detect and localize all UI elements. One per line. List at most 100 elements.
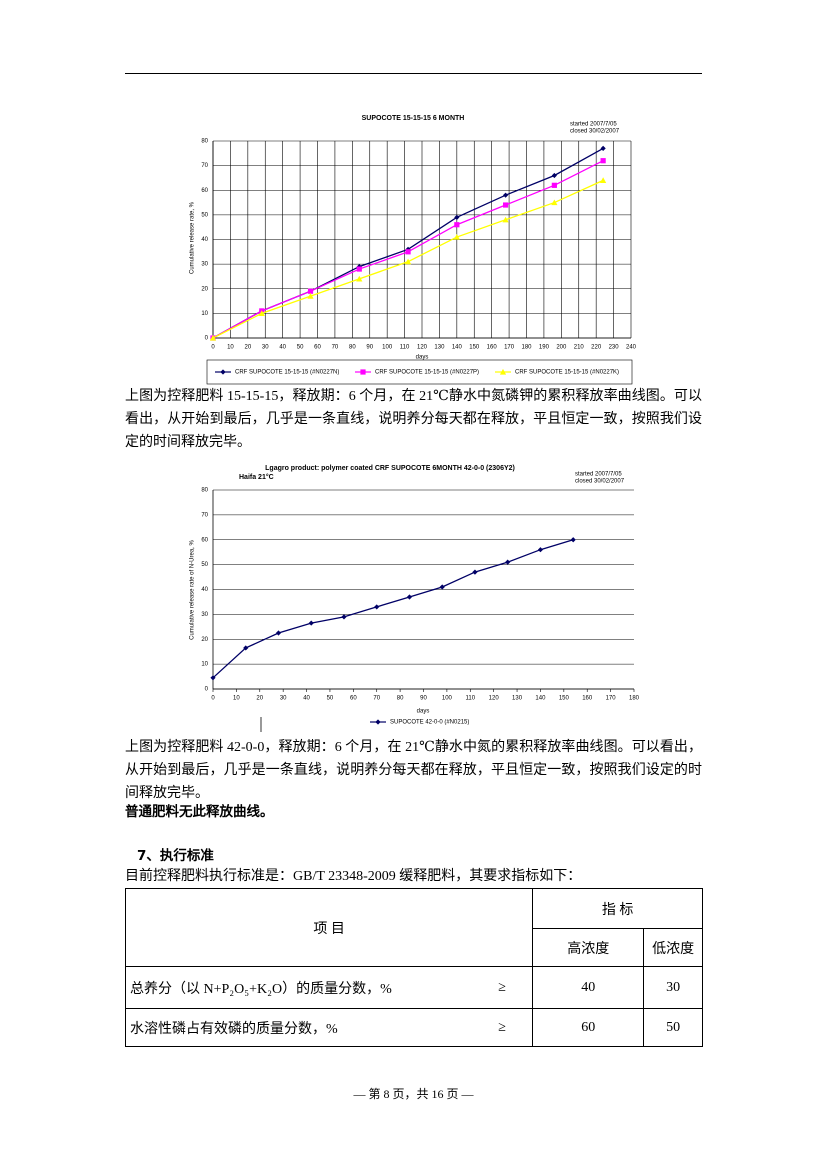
y-tick-label: 80 bbox=[201, 488, 208, 494]
data-point bbox=[551, 199, 558, 206]
x-tick-label: 100 bbox=[442, 696, 453, 702]
data-point bbox=[356, 266, 362, 272]
x-tick-label: 100 bbox=[382, 345, 393, 351]
data-point bbox=[600, 145, 606, 151]
x-tick-label: 30 bbox=[262, 345, 269, 351]
data-point bbox=[551, 182, 557, 188]
data-point bbox=[406, 594, 413, 600]
x-tick-label: 0 bbox=[211, 696, 215, 702]
x-tick-label: 40 bbox=[303, 696, 310, 702]
annotation: closed 30/02/2007 bbox=[570, 129, 620, 135]
y-axis-label: Cumulative release rate, % bbox=[190, 201, 196, 274]
y-tick-label: 20 bbox=[201, 286, 208, 292]
x-tick-label: 160 bbox=[582, 696, 593, 702]
header-cell: 指 标 bbox=[532, 888, 703, 929]
y-tick-label: 0 bbox=[205, 687, 209, 693]
data-point bbox=[454, 222, 460, 228]
y-tick-label: 50 bbox=[201, 562, 208, 568]
cell: ≥ bbox=[494, 1008, 534, 1047]
x-tick-label: 20 bbox=[256, 696, 263, 702]
annotation: started 2007/7/05 bbox=[575, 472, 622, 478]
x-tick-label: 110 bbox=[400, 345, 410, 351]
data-point bbox=[258, 310, 265, 316]
series-line bbox=[212, 539, 574, 679]
x-tick-label: 50 bbox=[327, 696, 334, 702]
data-point bbox=[275, 630, 282, 636]
legend-marker bbox=[375, 719, 381, 725]
x-tick-label: 80 bbox=[349, 345, 356, 351]
x-tick-label: 170 bbox=[606, 696, 617, 702]
x-tick-label: 180 bbox=[629, 696, 640, 702]
cell: 总养分（以 N+P₂O₅+K₂O）的质量分数，% bbox=[125, 966, 495, 1009]
x-tick-label: 150 bbox=[469, 345, 480, 351]
x-tick-label: 150 bbox=[559, 696, 570, 702]
data-point bbox=[307, 288, 314, 294]
cell: 50 bbox=[643, 1008, 703, 1047]
data-point bbox=[472, 569, 478, 575]
cell: 40 bbox=[532, 966, 645, 1009]
data-point bbox=[502, 216, 509, 223]
x-tick-label: 170 bbox=[504, 345, 515, 351]
data-point bbox=[454, 214, 460, 220]
x-tick-label: 230 bbox=[609, 345, 620, 351]
legend-box bbox=[206, 359, 633, 385]
x-tick-label: 60 bbox=[350, 696, 357, 702]
chart-title: SUPOCOTE 15-15-15 6 MONTH bbox=[362, 115, 465, 122]
y-tick-label: 30 bbox=[201, 262, 208, 268]
note: 普通肥料无此释放曲线。 bbox=[125, 804, 274, 820]
x-tick-label: 0 bbox=[211, 345, 215, 351]
x-tick-label: 120 bbox=[489, 696, 500, 702]
intro: 目前控释肥料执行标准是：GB/T 23348-2009 缓释肥料，其要求指标如下… bbox=[125, 869, 582, 884]
legend-marker bbox=[220, 369, 226, 375]
data-point bbox=[537, 547, 544, 553]
x-axis-label: days bbox=[417, 709, 430, 715]
x-tick-label: 40 bbox=[279, 345, 286, 351]
data-point bbox=[570, 537, 576, 543]
data-point bbox=[503, 192, 509, 198]
legend-marker bbox=[499, 368, 507, 375]
legend-label: CRF SUPOCOTE 15-15-15 (#N0227P) bbox=[375, 370, 479, 376]
y-tick-label: 70 bbox=[201, 512, 208, 518]
data-point bbox=[505, 559, 511, 565]
x-tick-label: 90 bbox=[366, 345, 373, 351]
x-tick-label: 210 bbox=[574, 345, 585, 351]
data-point bbox=[453, 233, 460, 240]
chart: Lgagro product: polymer coated CRF SUPOC… bbox=[190, 465, 640, 732]
cell: 水溶性磷占有效磷的质量分数，% bbox=[125, 1008, 495, 1047]
header-cell: 低浓度 bbox=[643, 928, 703, 967]
x-tick-label: 200 bbox=[556, 345, 567, 351]
legend-label: SUPOCOTE 42-0-0 (#N0215) bbox=[390, 720, 469, 726]
y-tick-label: 40 bbox=[201, 587, 208, 593]
annotation: started 2007/7/05 bbox=[570, 122, 617, 128]
x-tick-label: 90 bbox=[420, 696, 427, 702]
data-point bbox=[341, 614, 347, 620]
x-tick-label: 180 bbox=[521, 345, 532, 351]
y-tick-label: 70 bbox=[201, 163, 208, 169]
x-tick-label: 70 bbox=[332, 345, 339, 351]
x-axis-label: days bbox=[416, 355, 429, 361]
header-rule bbox=[125, 73, 702, 74]
y-tick-label: 60 bbox=[201, 188, 208, 194]
cell: ≥ bbox=[494, 966, 534, 1009]
legend-label: CRF SUPOCOTE 15-15-15 (#N0227K) bbox=[515, 370, 619, 376]
x-tick-label: 130 bbox=[512, 696, 523, 702]
data-point bbox=[210, 675, 216, 681]
data-point bbox=[600, 158, 606, 164]
data-point bbox=[439, 584, 445, 590]
header-cell: 高浓度 bbox=[532, 928, 645, 967]
chart-subtitle: Haifa 21°C bbox=[239, 473, 274, 481]
y-tick-label: 10 bbox=[201, 662, 208, 668]
caption: 上图为控释肥料 42-0-0，释放期：6 个月，在 21℃静水中氮的累积释放率曲… bbox=[125, 740, 702, 801]
chart-title: Lgagro product: polymer coated CRF SUPOC… bbox=[265, 465, 515, 472]
data-point bbox=[551, 172, 557, 179]
x-tick-label: 80 bbox=[397, 696, 404, 702]
y-axis-label: Cumulative release rate of N-Urea, % bbox=[190, 539, 196, 639]
x-tick-label: 30 bbox=[280, 696, 287, 702]
annotation: closed 30/02/2007 bbox=[575, 479, 625, 485]
y-tick-label: 0 bbox=[205, 336, 209, 342]
x-tick-label: 60 bbox=[314, 345, 321, 351]
y-tick-label: 20 bbox=[201, 637, 208, 643]
legend-label: CRF SUPOCOTE 15-15-15 (#N0227N) bbox=[235, 370, 339, 376]
x-tick-label: 140 bbox=[452, 345, 463, 351]
data-point bbox=[404, 258, 412, 265]
